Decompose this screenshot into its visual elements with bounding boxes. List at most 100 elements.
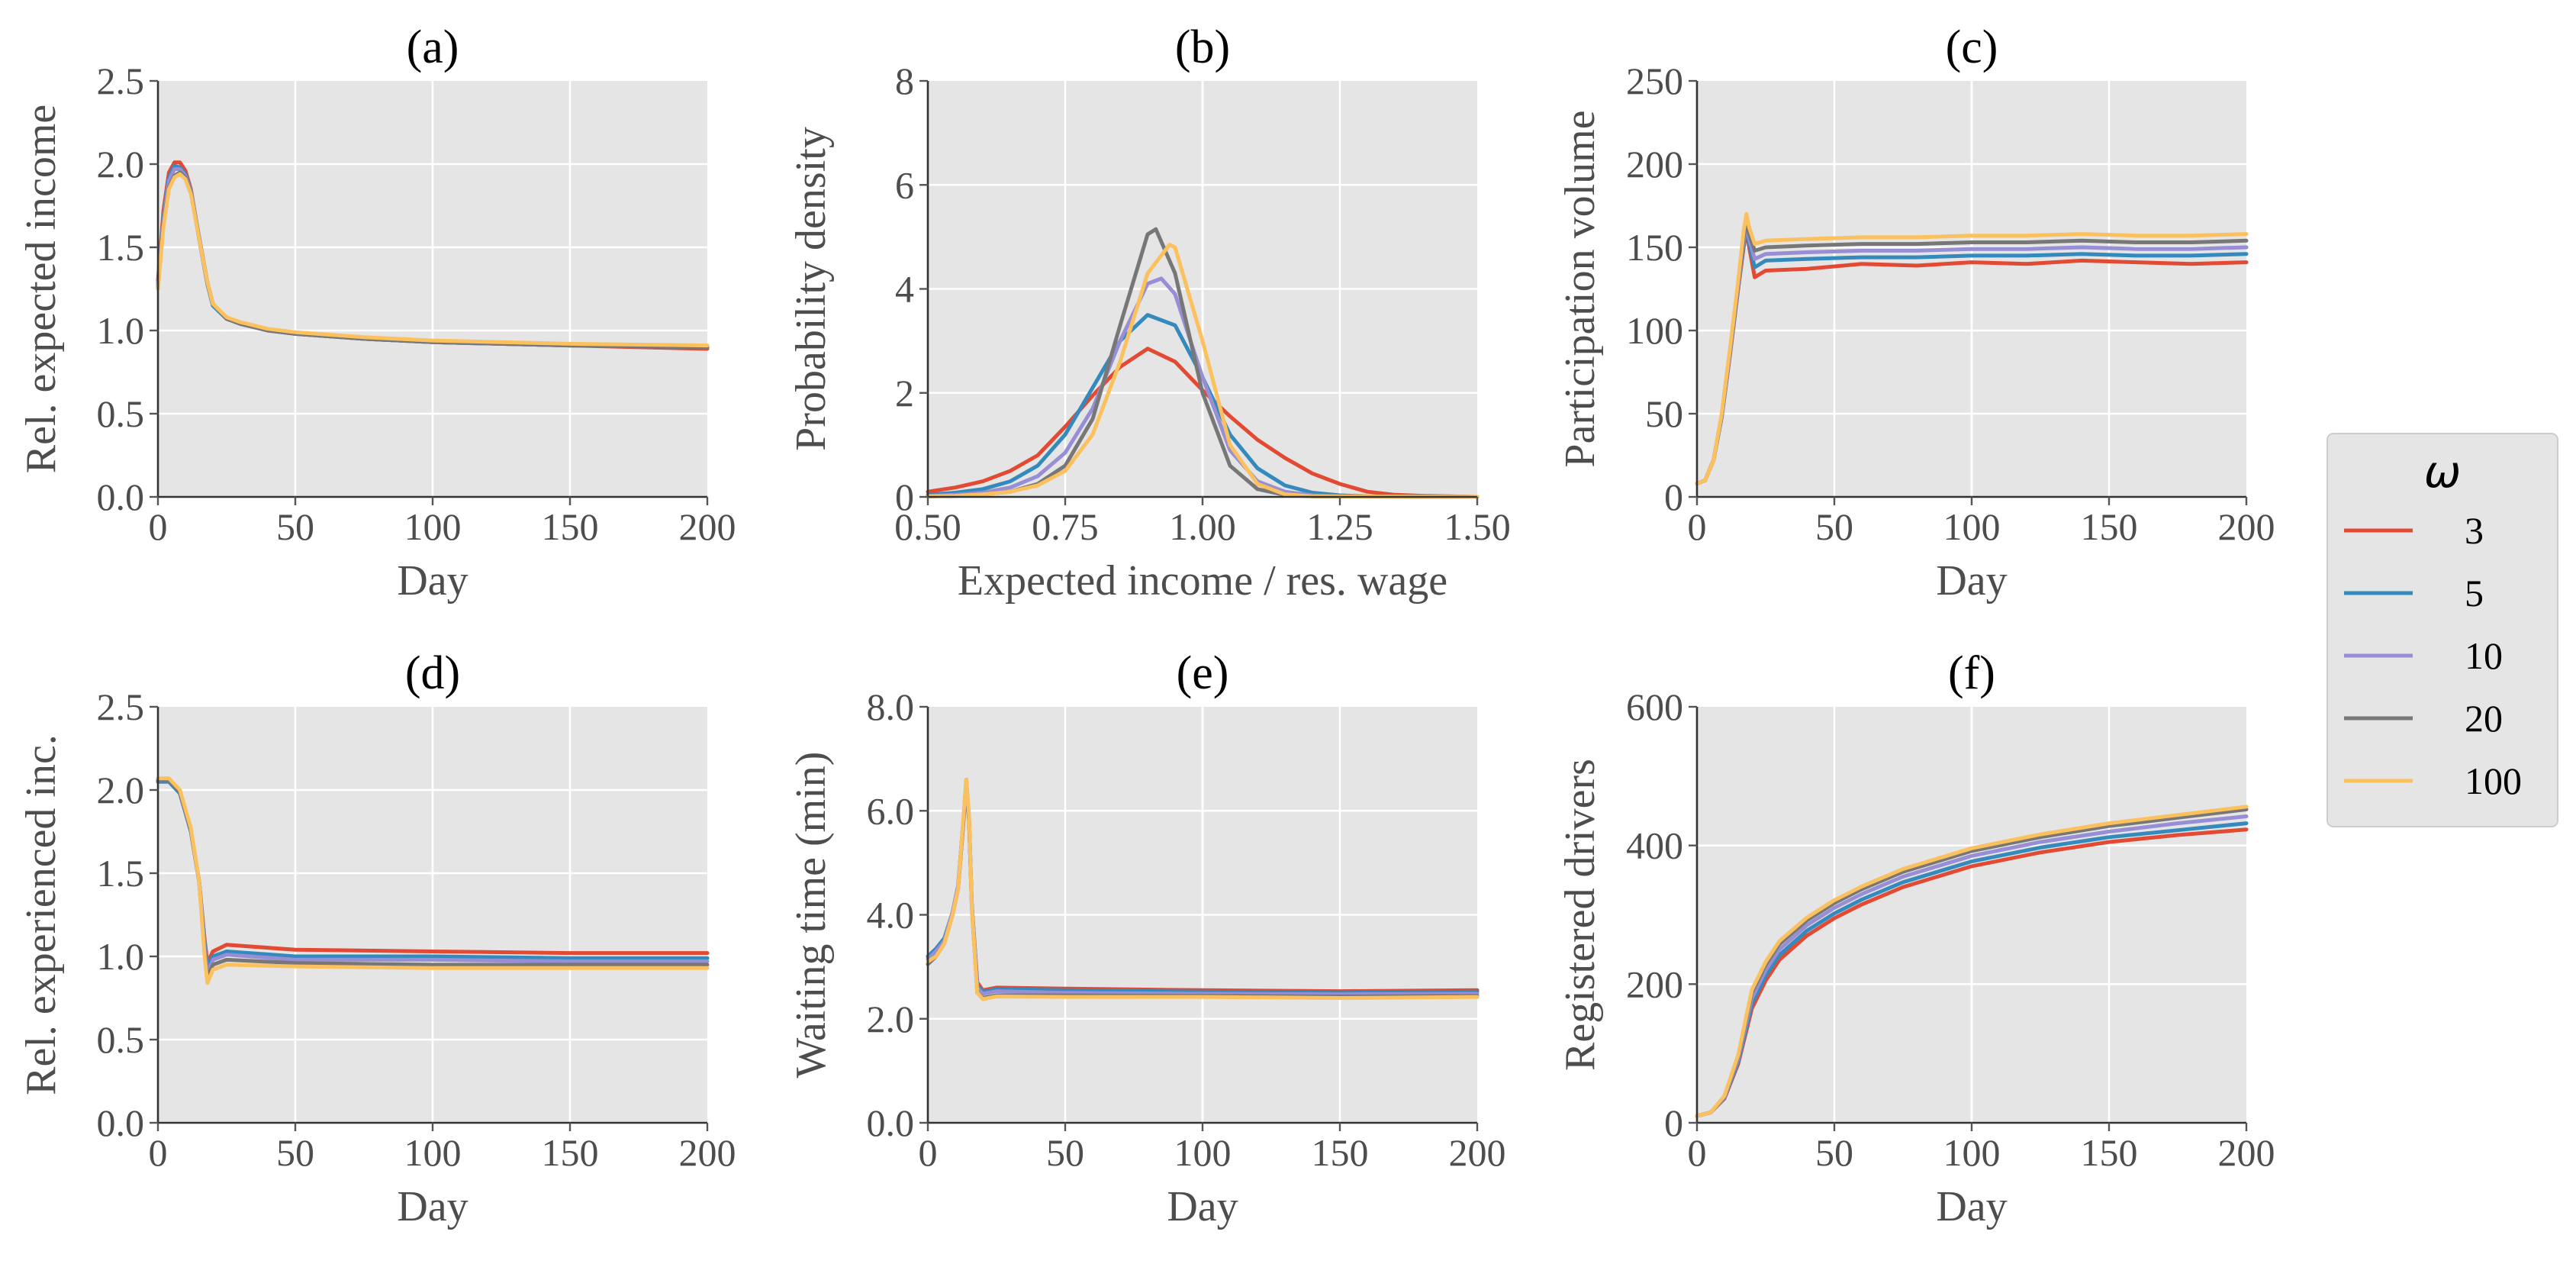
y-tick-label: 2.5 [97,60,145,102]
y-axis-label: Participation volume [1557,110,1604,467]
panel-title: (e) [1177,647,1229,699]
y-tick-label: 0.5 [97,392,145,435]
x-tick-label: 0.50 [894,505,961,548]
x-tick-label: 200 [1449,1131,1506,1174]
x-tick-label: 50 [1815,505,1853,548]
y-tick-label: 0 [1664,476,1683,518]
x-tick-label: 150 [2081,505,2138,548]
legend-label-3: 3 [2465,509,2484,552]
y-tick-label: 150 [1626,226,1683,269]
y-axis-label: Registered drivers [1557,759,1604,1071]
x-tick-label: 0 [149,1131,168,1174]
y-tick-label: 2.0 [97,769,145,811]
y-tick-label: 8.0 [867,685,915,728]
x-tick-label: 100 [404,505,462,548]
x-tick-label: 200 [2218,505,2275,548]
y-tick-label: 8 [895,60,914,102]
y-tick-label: 4.0 [867,894,915,937]
y-tick-label: 0.0 [97,1101,145,1144]
series-line-10 [926,276,1480,499]
legend-label-20: 20 [2465,697,2503,740]
x-tick-label: 150 [1312,1131,1369,1174]
y-tick-label: 200 [1626,143,1683,185]
panel-title: (a) [407,21,459,73]
legend-label-10: 10 [2465,634,2503,677]
y-tick-label: 2 [895,372,914,414]
panel-a: 0 50 100 150 200 0.0 0.5 1.0 1.5 2.0 2.5 (a) Day Rel.… [18,21,736,605]
x-tick-label: 0 [919,1131,938,1174]
x-tick-label: 100 [1174,1131,1232,1174]
x-axis-label: Day [1936,557,2007,605]
y-tick-label: 400 [1626,824,1683,867]
y-tick-label: 1.0 [97,935,145,978]
x-tick-label: 50 [276,1131,314,1174]
x-tick-label: 1.00 [1169,505,1236,548]
y-tick-label: 6.0 [867,789,915,832]
x-tick-label: 1.50 [1444,505,1511,548]
series-line-100 [1695,805,2249,1118]
panel-d: 0 50 100 150 200 0.0 0.5 1.0 1.5 2.0 2.5 (d) Day Rel.… [18,647,736,1230]
x-tick-label: 0 [1688,505,1707,548]
series-line-100 [156,776,710,985]
y-axis-label: Probability density [787,127,835,451]
x-tick-label: 150 [542,505,599,548]
series-line-100 [156,172,710,348]
y-axis-label: Rel. experienced inc. [18,734,65,1095]
series-line-5 [926,313,1480,499]
x-axis-label: Day [1936,1183,2007,1230]
y-axis-label: Waiting time (min) [787,752,835,1079]
x-tick-label: 150 [542,1131,599,1174]
y-tick-label: 0.0 [97,476,145,518]
x-tick-label: 50 [276,505,314,548]
x-tick-label: 200 [679,505,736,548]
panel-title: (f) [1948,647,1995,699]
y-axis-label: Rel. expected income [18,105,65,474]
y-tick-label: 1.0 [97,309,145,352]
x-axis-label: Expected income / res. wage [958,557,1447,605]
legend-label-5: 5 [2465,572,2484,614]
y-tick-label: 0 [895,476,914,518]
panel-e: 0 50 100 150 200 0.0 2.0 4.0 6.0 8.0 (e) Day Waiting… [787,647,1506,1230]
panel-b: 0.50 0.75 1.00 1.25 1.50 0 2 4 6 8 (b) Expected inc… [787,21,1511,605]
x-tick-label: 150 [2081,1131,2138,1174]
x-tick-label: 100 [1943,505,2001,548]
y-tick-label: 6 [895,163,914,206]
legend: ω3 5 10 20 100 [2326,433,2558,827]
x-tick-label: 200 [2218,1131,2275,1174]
series-line-100 [926,777,1480,1001]
legend-label-100: 100 [2465,759,2522,802]
panel-title: (d) [405,647,460,699]
y-tick-label: 2.0 [867,998,915,1040]
series-line-100 [926,243,1480,499]
panel-title: (b) [1175,21,1230,73]
y-tick-label: 2.0 [97,143,145,185]
x-tick-label: 200 [679,1131,736,1174]
x-tick-label: 0 [1688,1131,1707,1174]
y-tick-label: 0.5 [97,1018,145,1061]
x-tick-label: 0.75 [1032,505,1099,548]
y-tick-label: 250 [1626,60,1683,102]
x-tick-label: 50 [1046,1131,1084,1174]
series-line-100 [1695,211,2249,486]
y-tick-label: 4 [895,268,914,311]
x-tick-label: 1.25 [1306,505,1373,548]
y-tick-label: 2.5 [97,685,145,728]
y-tick-label: 100 [1626,309,1683,352]
x-axis-label: Day [397,1183,468,1230]
y-tick-label: 0 [1664,1101,1683,1144]
x-tick-label: 0 [149,505,168,548]
x-tick-label: 50 [1815,1131,1853,1174]
panel-f: 0 50 100 150 200 0 200 400 600 (f) Day Registered d… [1557,647,2275,1230]
x-tick-label: 100 [1943,1131,2001,1174]
panel-c: 0 50 100 150 200 0 50 100 150 200 250 (c) Day Partici… [1557,21,2275,605]
y-tick-label: 200 [1626,963,1683,1005]
x-axis-label: Day [1167,1183,1238,1230]
panel-title: (c) [1946,21,1998,73]
y-tick-label: 600 [1626,685,1683,728]
x-axis-label: Day [397,557,468,605]
legend-title: ω [2424,446,2462,498]
y-tick-label: 1.5 [97,226,145,269]
y-tick-label: 0.0 [867,1101,915,1144]
y-tick-label: 50 [1645,392,1683,435]
